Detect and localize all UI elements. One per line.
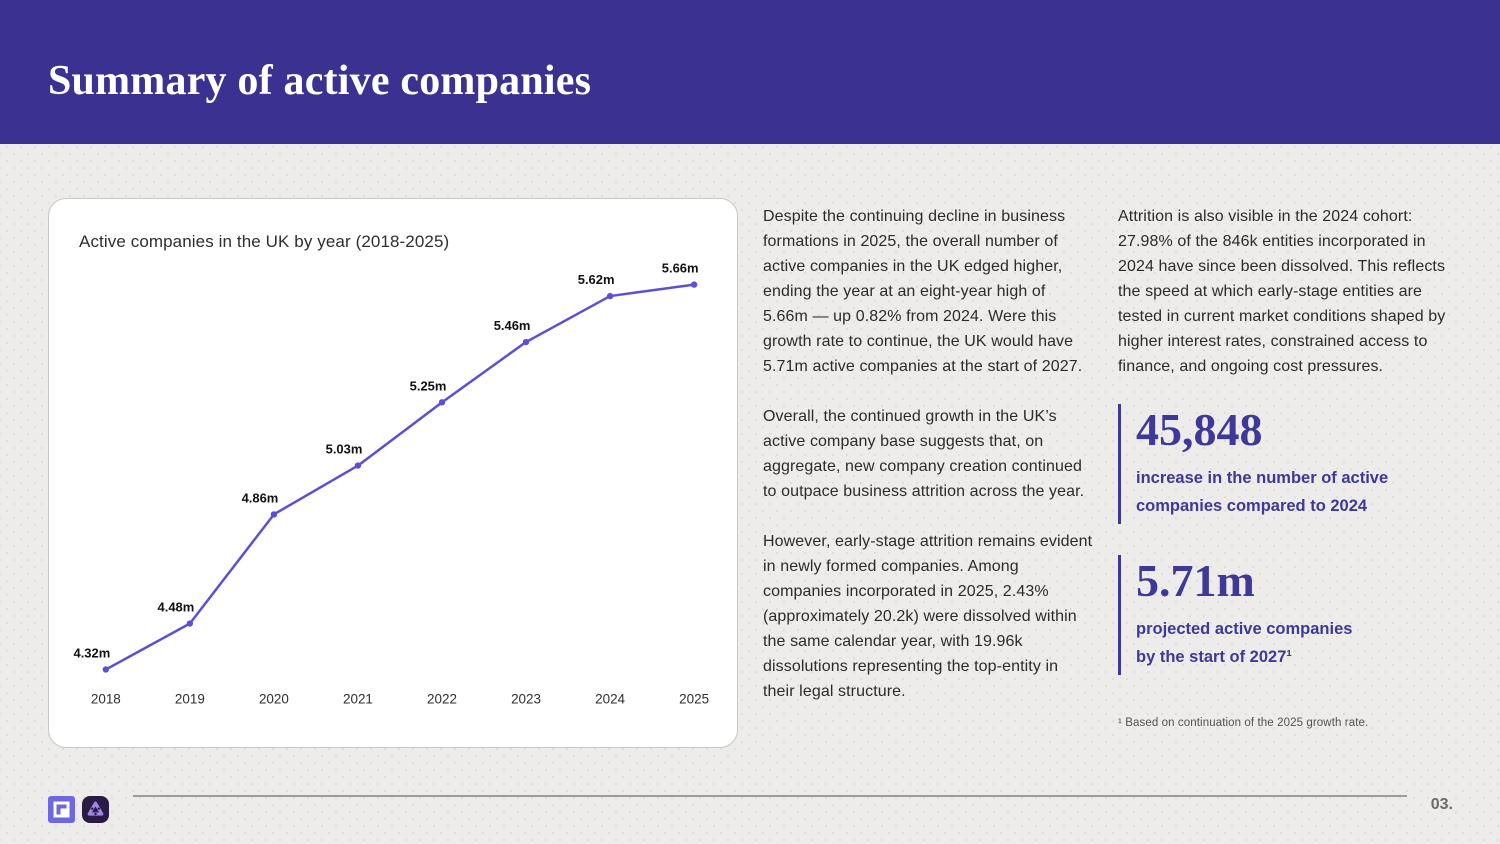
right-column: Attrition is also visible in the 2024 co… — [1118, 198, 1452, 748]
footnote: ¹ Based on continuation of the 2025 grow… — [1118, 717, 1369, 729]
data-label-2018: 4.32m — [74, 646, 111, 661]
data-point-2020 — [270, 511, 278, 518]
content-area: Active companies in the UK by year (2018… — [0, 144, 1500, 748]
x-axis-tick-2020: 2020 — [259, 691, 289, 706]
chart-card: Active companies in the UK by year (2018… — [48, 198, 738, 748]
x-axis-tick-2024: 2024 — [595, 691, 625, 706]
data-point-2025 — [690, 281, 698, 288]
data-point-2022 — [438, 399, 446, 406]
window-mark-logo-icon — [48, 796, 75, 823]
data-point-2021 — [354, 462, 362, 469]
stat-block-increase: 45,848 increase in the number of active … — [1118, 404, 1452, 524]
data-label-2024: 5.62m — [578, 272, 615, 287]
data-label-2022: 5.25m — [410, 378, 447, 393]
line-chart: 4.32m 2018 4.48m 2019 4.86m 2020 5.03m 2021 5.25… — [74, 261, 710, 707]
data-point-2024 — [606, 292, 614, 300]
data-point-2023 — [522, 338, 530, 346]
x-axis-tick-2022: 2022 — [427, 691, 457, 706]
x-axis-tick-2023: 2023 — [511, 691, 541, 706]
stat-block-projection: 5.71m projected active companies by the … — [1118, 555, 1452, 675]
page-header: Summary of active companies — [0, 0, 1500, 144]
x-axis-tick-2025: 2025 — [679, 691, 709, 706]
data-label-2020: 4.86m — [242, 490, 279, 505]
data-label-2023: 5.46m — [494, 318, 531, 333]
stat-label-projection: projected active companies by the start … — [1136, 620, 1353, 666]
data-point-2018 — [102, 666, 110, 673]
report-page: Summary of active companies Active compa… — [0, 0, 1500, 823]
x-axis-tick-2021: 2021 — [343, 691, 373, 706]
paragraph-growth: Overall, the continued growth in the UK’… — [763, 408, 1085, 500]
trefoil-knot-logo-icon — [82, 796, 109, 823]
stat-label-increase: increase in the number of active compani… — [1136, 469, 1389, 515]
paragraph-formations: Despite the continuing decline in busine… — [763, 208, 1083, 375]
data-label-2021: 5.03m — [326, 442, 363, 457]
chart-title: Active companies in the UK by year (2018… — [79, 232, 450, 251]
x-axis-tick-2018: 2018 — [91, 691, 121, 706]
page-title: Summary of active companies — [48, 58, 592, 104]
x-axis-tick-2019: 2019 — [175, 691, 205, 706]
footer-logos — [48, 796, 109, 823]
stat-value-increase: 45,848 — [1136, 404, 1263, 455]
page-number: 03. — [1430, 796, 1453, 813]
data-label-2019: 4.48m — [158, 600, 195, 615]
stat-value-projection: 5.71m — [1136, 555, 1255, 606]
data-point-2019 — [186, 620, 194, 627]
data-label-2025: 5.66m — [662, 261, 699, 276]
footer-divider — [133, 795, 1407, 797]
paragraph-cohort: Attrition is also visible in the 2024 co… — [1118, 208, 1446, 375]
paragraph-attrition: However, early-stage attrition remains e… — [763, 533, 1093, 700]
middle-column: Despite the continuing decline in busine… — [763, 198, 1093, 748]
